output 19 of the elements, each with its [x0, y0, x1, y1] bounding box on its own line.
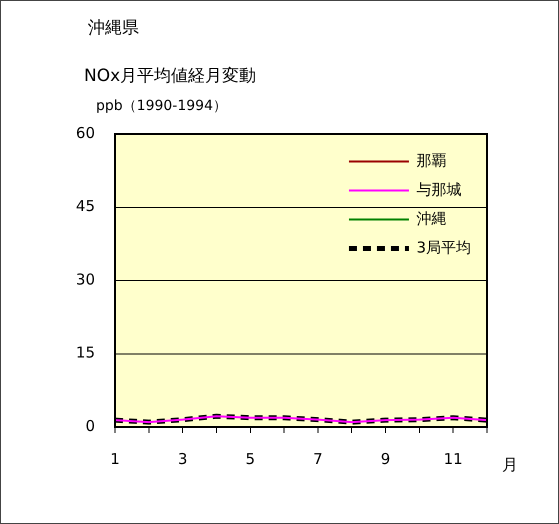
x-tick-label: 11 — [444, 450, 463, 468]
y-tick-label: 30 — [76, 270, 95, 288]
legend-label: 沖縄 — [416, 209, 446, 228]
legend-label: 3局平均 — [416, 238, 472, 256]
legend-label: 那覇 — [416, 151, 446, 170]
legend-label: 与那城 — [416, 180, 462, 198]
y-tick-label: 0 — [85, 416, 95, 435]
y-tick-label: 15 — [76, 344, 95, 362]
x-axis-title: 月 — [502, 455, 518, 476]
x-tick-label: 5 — [246, 450, 256, 468]
y-tick-label: 45 — [76, 197, 95, 216]
x-tick-label: 7 — [313, 450, 323, 468]
x-tick-label: 9 — [380, 450, 390, 468]
chart-title: 沖縄県 — [88, 17, 139, 39]
chart-subtitle: NOx月平均値経月変動 — [84, 65, 256, 87]
x-tick-label: 1 — [110, 450, 120, 468]
y-axis-title: ppb（1990-1994） — [96, 97, 227, 115]
y-tick-label: 60 — [76, 124, 95, 142]
x-tick-label: 3 — [178, 450, 188, 468]
